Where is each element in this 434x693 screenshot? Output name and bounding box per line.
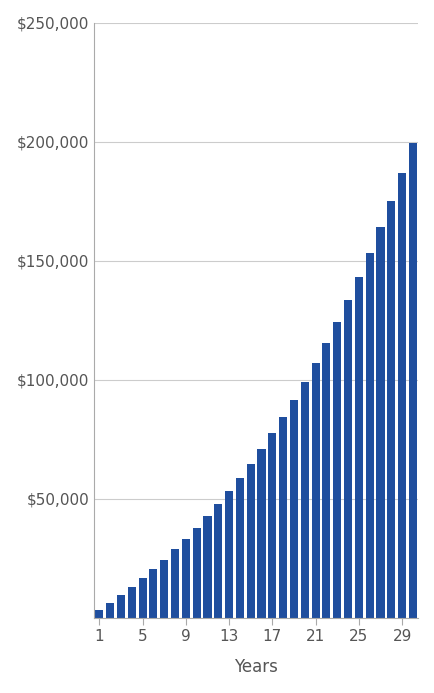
Bar [149, 569, 157, 617]
Bar [289, 400, 297, 617]
X-axis label: Years: Years [233, 658, 277, 676]
Bar [332, 322, 341, 617]
Bar [375, 227, 384, 617]
Bar [343, 300, 351, 617]
Bar [300, 382, 308, 617]
Bar [181, 539, 190, 617]
Bar [386, 201, 395, 617]
Bar [397, 173, 405, 617]
Bar [192, 528, 200, 617]
Bar [138, 578, 146, 617]
Bar [365, 253, 373, 617]
Bar [203, 516, 211, 617]
Bar [171, 550, 179, 617]
Bar [408, 143, 416, 617]
Bar [268, 433, 276, 617]
Bar [235, 477, 243, 617]
Bar [257, 449, 265, 617]
Bar [106, 603, 114, 617]
Bar [214, 504, 222, 617]
Bar [246, 464, 254, 617]
Bar [224, 491, 233, 617]
Bar [160, 559, 168, 617]
Bar [117, 595, 125, 617]
Bar [354, 277, 362, 617]
Bar [322, 343, 330, 617]
Bar [311, 362, 319, 617]
Bar [95, 611, 103, 617]
Bar [128, 587, 135, 617]
Bar [279, 416, 286, 617]
